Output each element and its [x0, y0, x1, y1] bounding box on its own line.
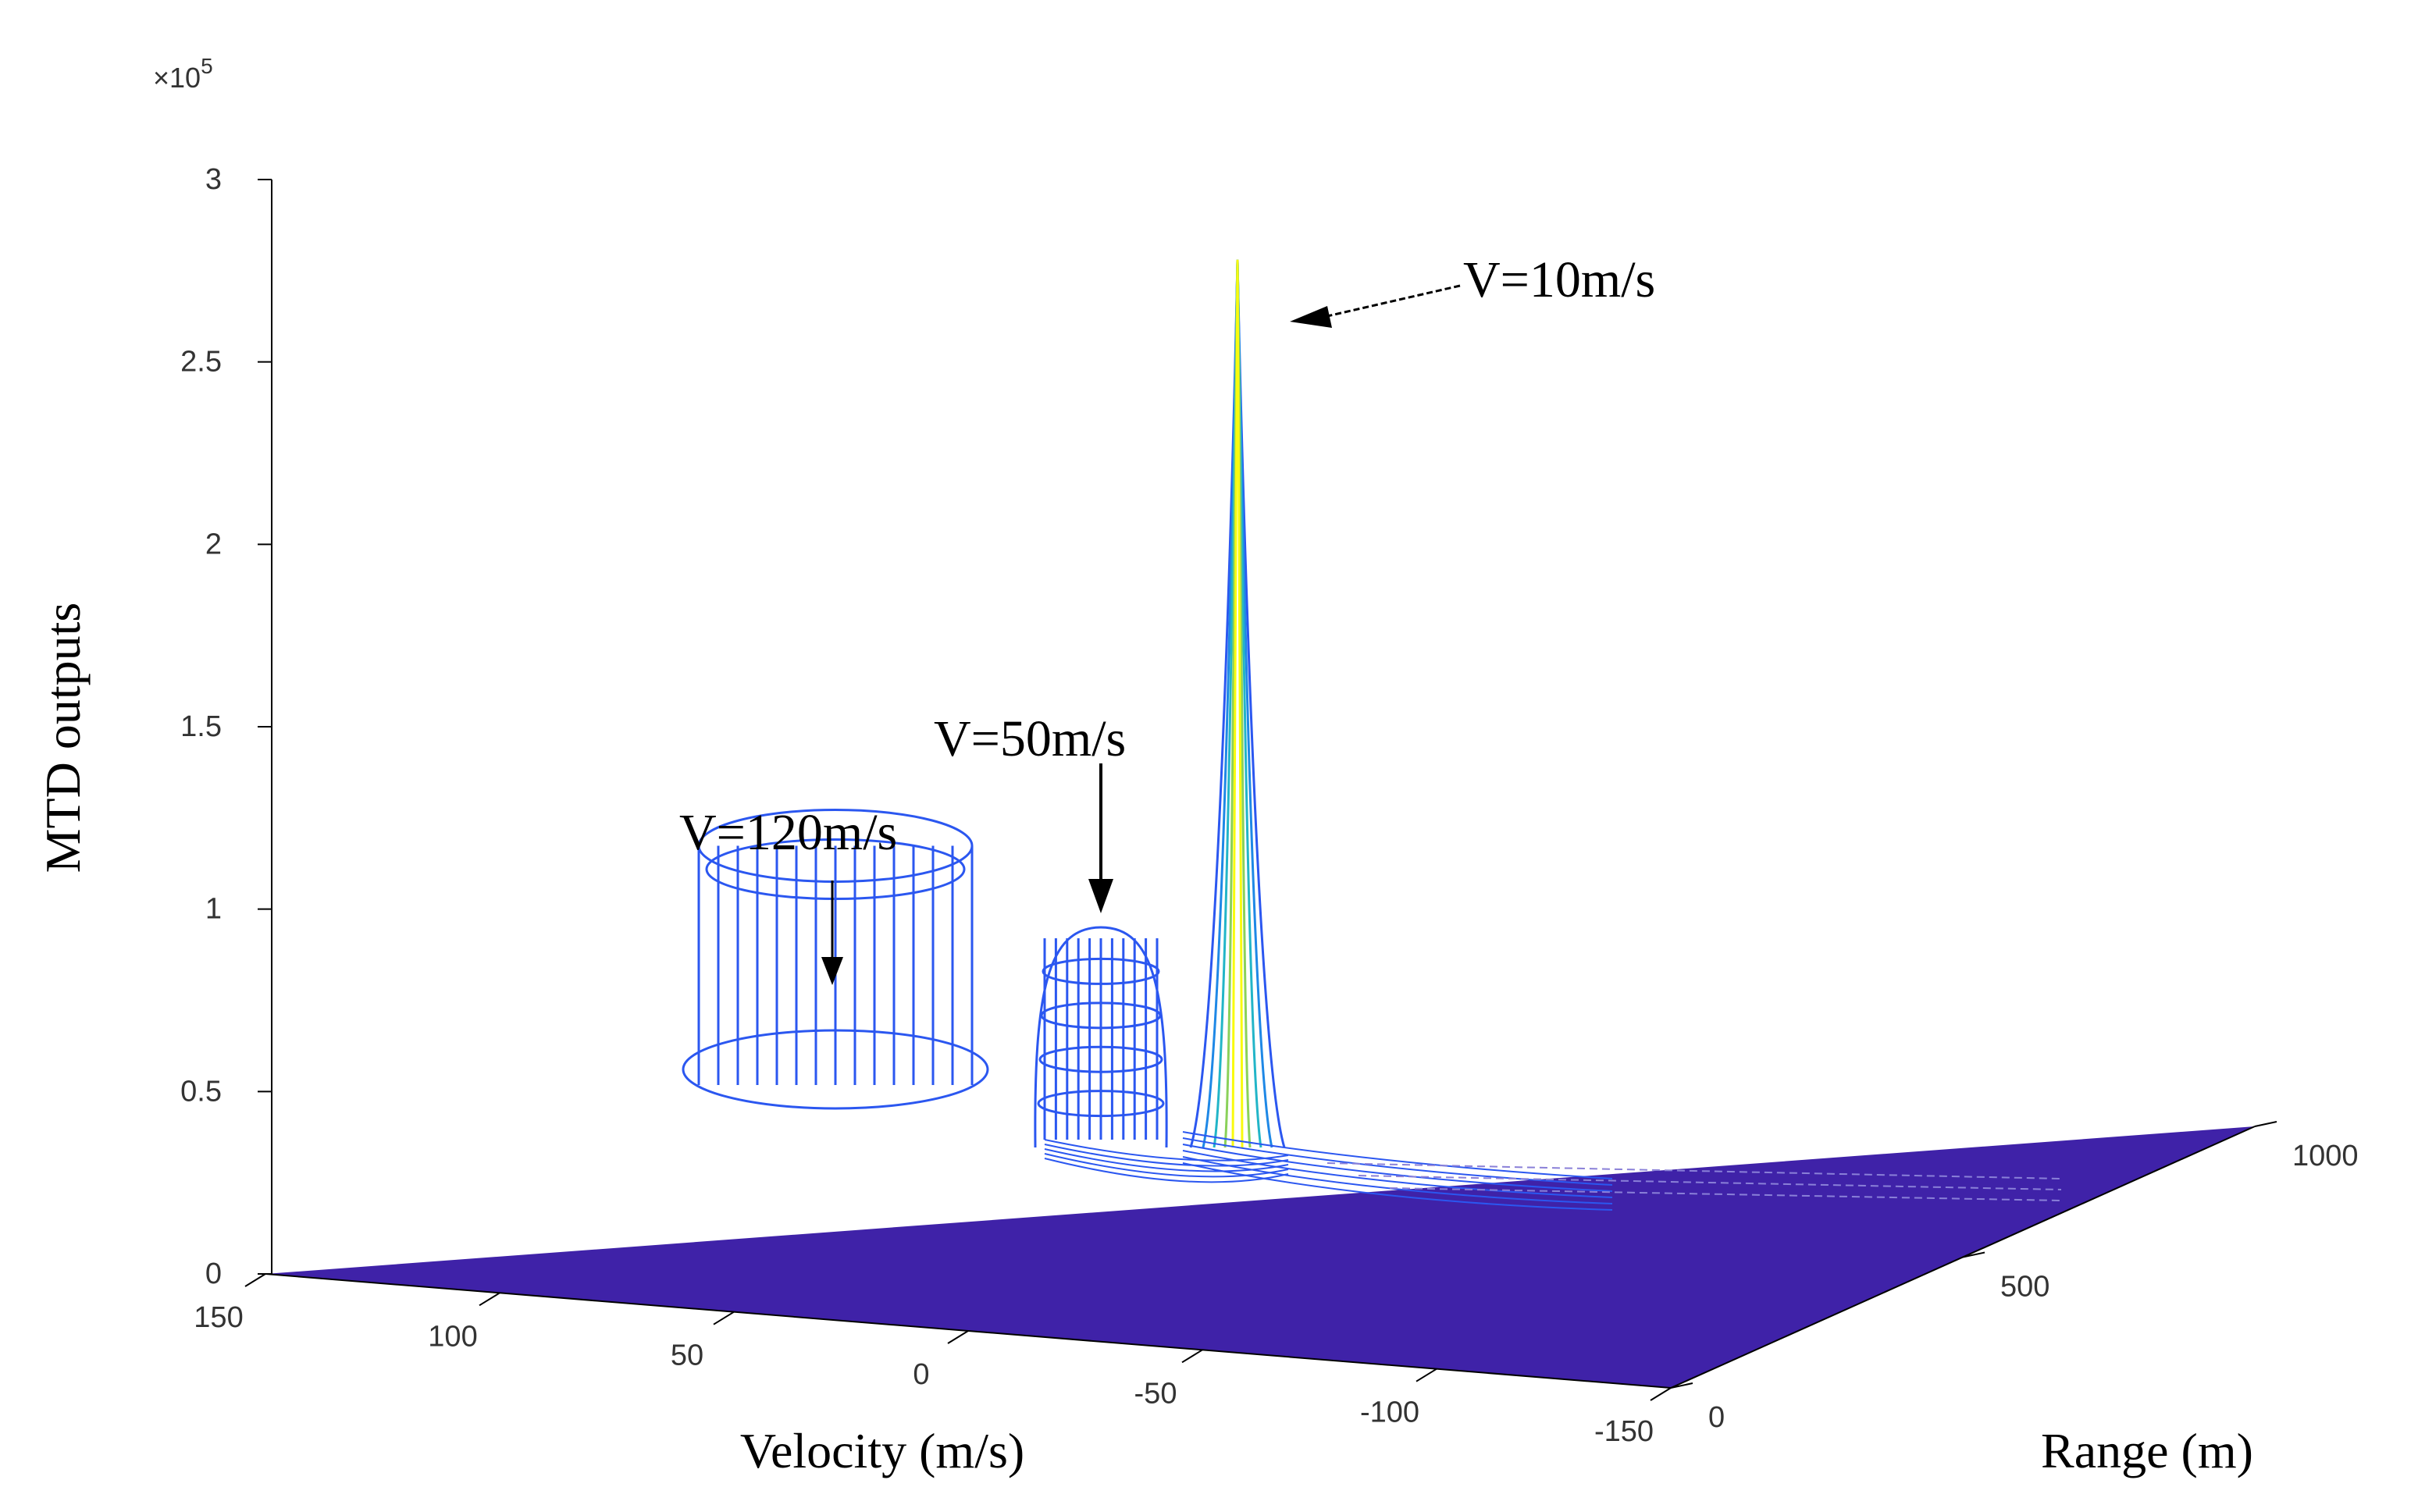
target-v10-skirt [1182, 1150, 1613, 1198]
x-tick-label: 150 [194, 1301, 243, 1334]
target-v10-skirt [1182, 1137, 1613, 1186]
y-tick-label: 500 [2000, 1271, 2049, 1304]
annotation-arrowhead-120 [821, 957, 843, 985]
annotation-label-120: V=120m/s [679, 804, 897, 861]
x-axis-label: Velocity (m/s) [740, 1423, 1024, 1478]
x-tick [1416, 1368, 1437, 1382]
x-tick-label: 50 [671, 1339, 703, 1372]
z-tick-label: 1.5 [180, 710, 222, 743]
x-tick [244, 1273, 266, 1287]
target-v10-skirt [1182, 1144, 1613, 1192]
annotation-arrowhead-10 [1290, 306, 1332, 328]
z-tick-label: 0.5 [180, 1075, 222, 1108]
y-tick-label: 1000 [2292, 1140, 2359, 1172]
target-v50-outline [1034, 926, 1168, 1148]
target-v50-skirt [1044, 1144, 1289, 1167]
target-v120 [682, 809, 989, 1110]
x-tick-label: -150 [1594, 1415, 1654, 1448]
y-tick-label: 0 [1708, 1401, 1725, 1434]
surface-floor [265, 1126, 2255, 1388]
z-axis-label: MTD outputs [35, 603, 91, 873]
target-v10-streak [1327, 1162, 2062, 1179]
target-v10-skirt [1182, 1156, 1613, 1204]
y-tick [1962, 1251, 1985, 1258]
target-v10-skirt [1182, 1162, 1613, 1211]
target-v10-skirt [1182, 1131, 1613, 1179]
target-v10-streak [1358, 1175, 2062, 1190]
x-tick [1181, 1349, 1203, 1364]
x-tick [1650, 1387, 1672, 1401]
x-tick-label: 0 [913, 1358, 929, 1391]
y-tick [2254, 1121, 2277, 1127]
annotation-arrowhead-50 [1088, 879, 1113, 913]
x-tick-label: -50 [1134, 1377, 1177, 1410]
z-tick-label: 1 [205, 893, 222, 926]
z-exponent: ×105 [153, 54, 213, 94]
z-tick-label: 2.5 [180, 346, 222, 379]
target-v10-wire [1231, 259, 1244, 1148]
annotation-label-50: V=50m/s [934, 710, 1126, 767]
x-tick-label: -100 [1360, 1396, 1419, 1429]
x-tick-label: 100 [428, 1320, 477, 1353]
x-tick [713, 1311, 735, 1325]
z-tick-label: 3 [205, 163, 222, 196]
x-tick [479, 1292, 500, 1307]
annotation-arrow-10 [1327, 284, 1461, 318]
target-v50-skirt [1044, 1148, 1289, 1172]
annotation-label-10: V=10m/s [1463, 251, 1655, 308]
target-v50-skirt [1044, 1153, 1289, 1178]
y-tick [1670, 1382, 1693, 1389]
target-v10 [1182, 259, 2062, 1211]
x-tick [947, 1330, 969, 1344]
target-v50 [1034, 926, 1289, 1183]
z-tick-label: 2 [205, 528, 222, 560]
y-axis-label: Range (m) [2041, 1423, 2253, 1478]
z-tick-label: 0 [205, 1258, 222, 1290]
